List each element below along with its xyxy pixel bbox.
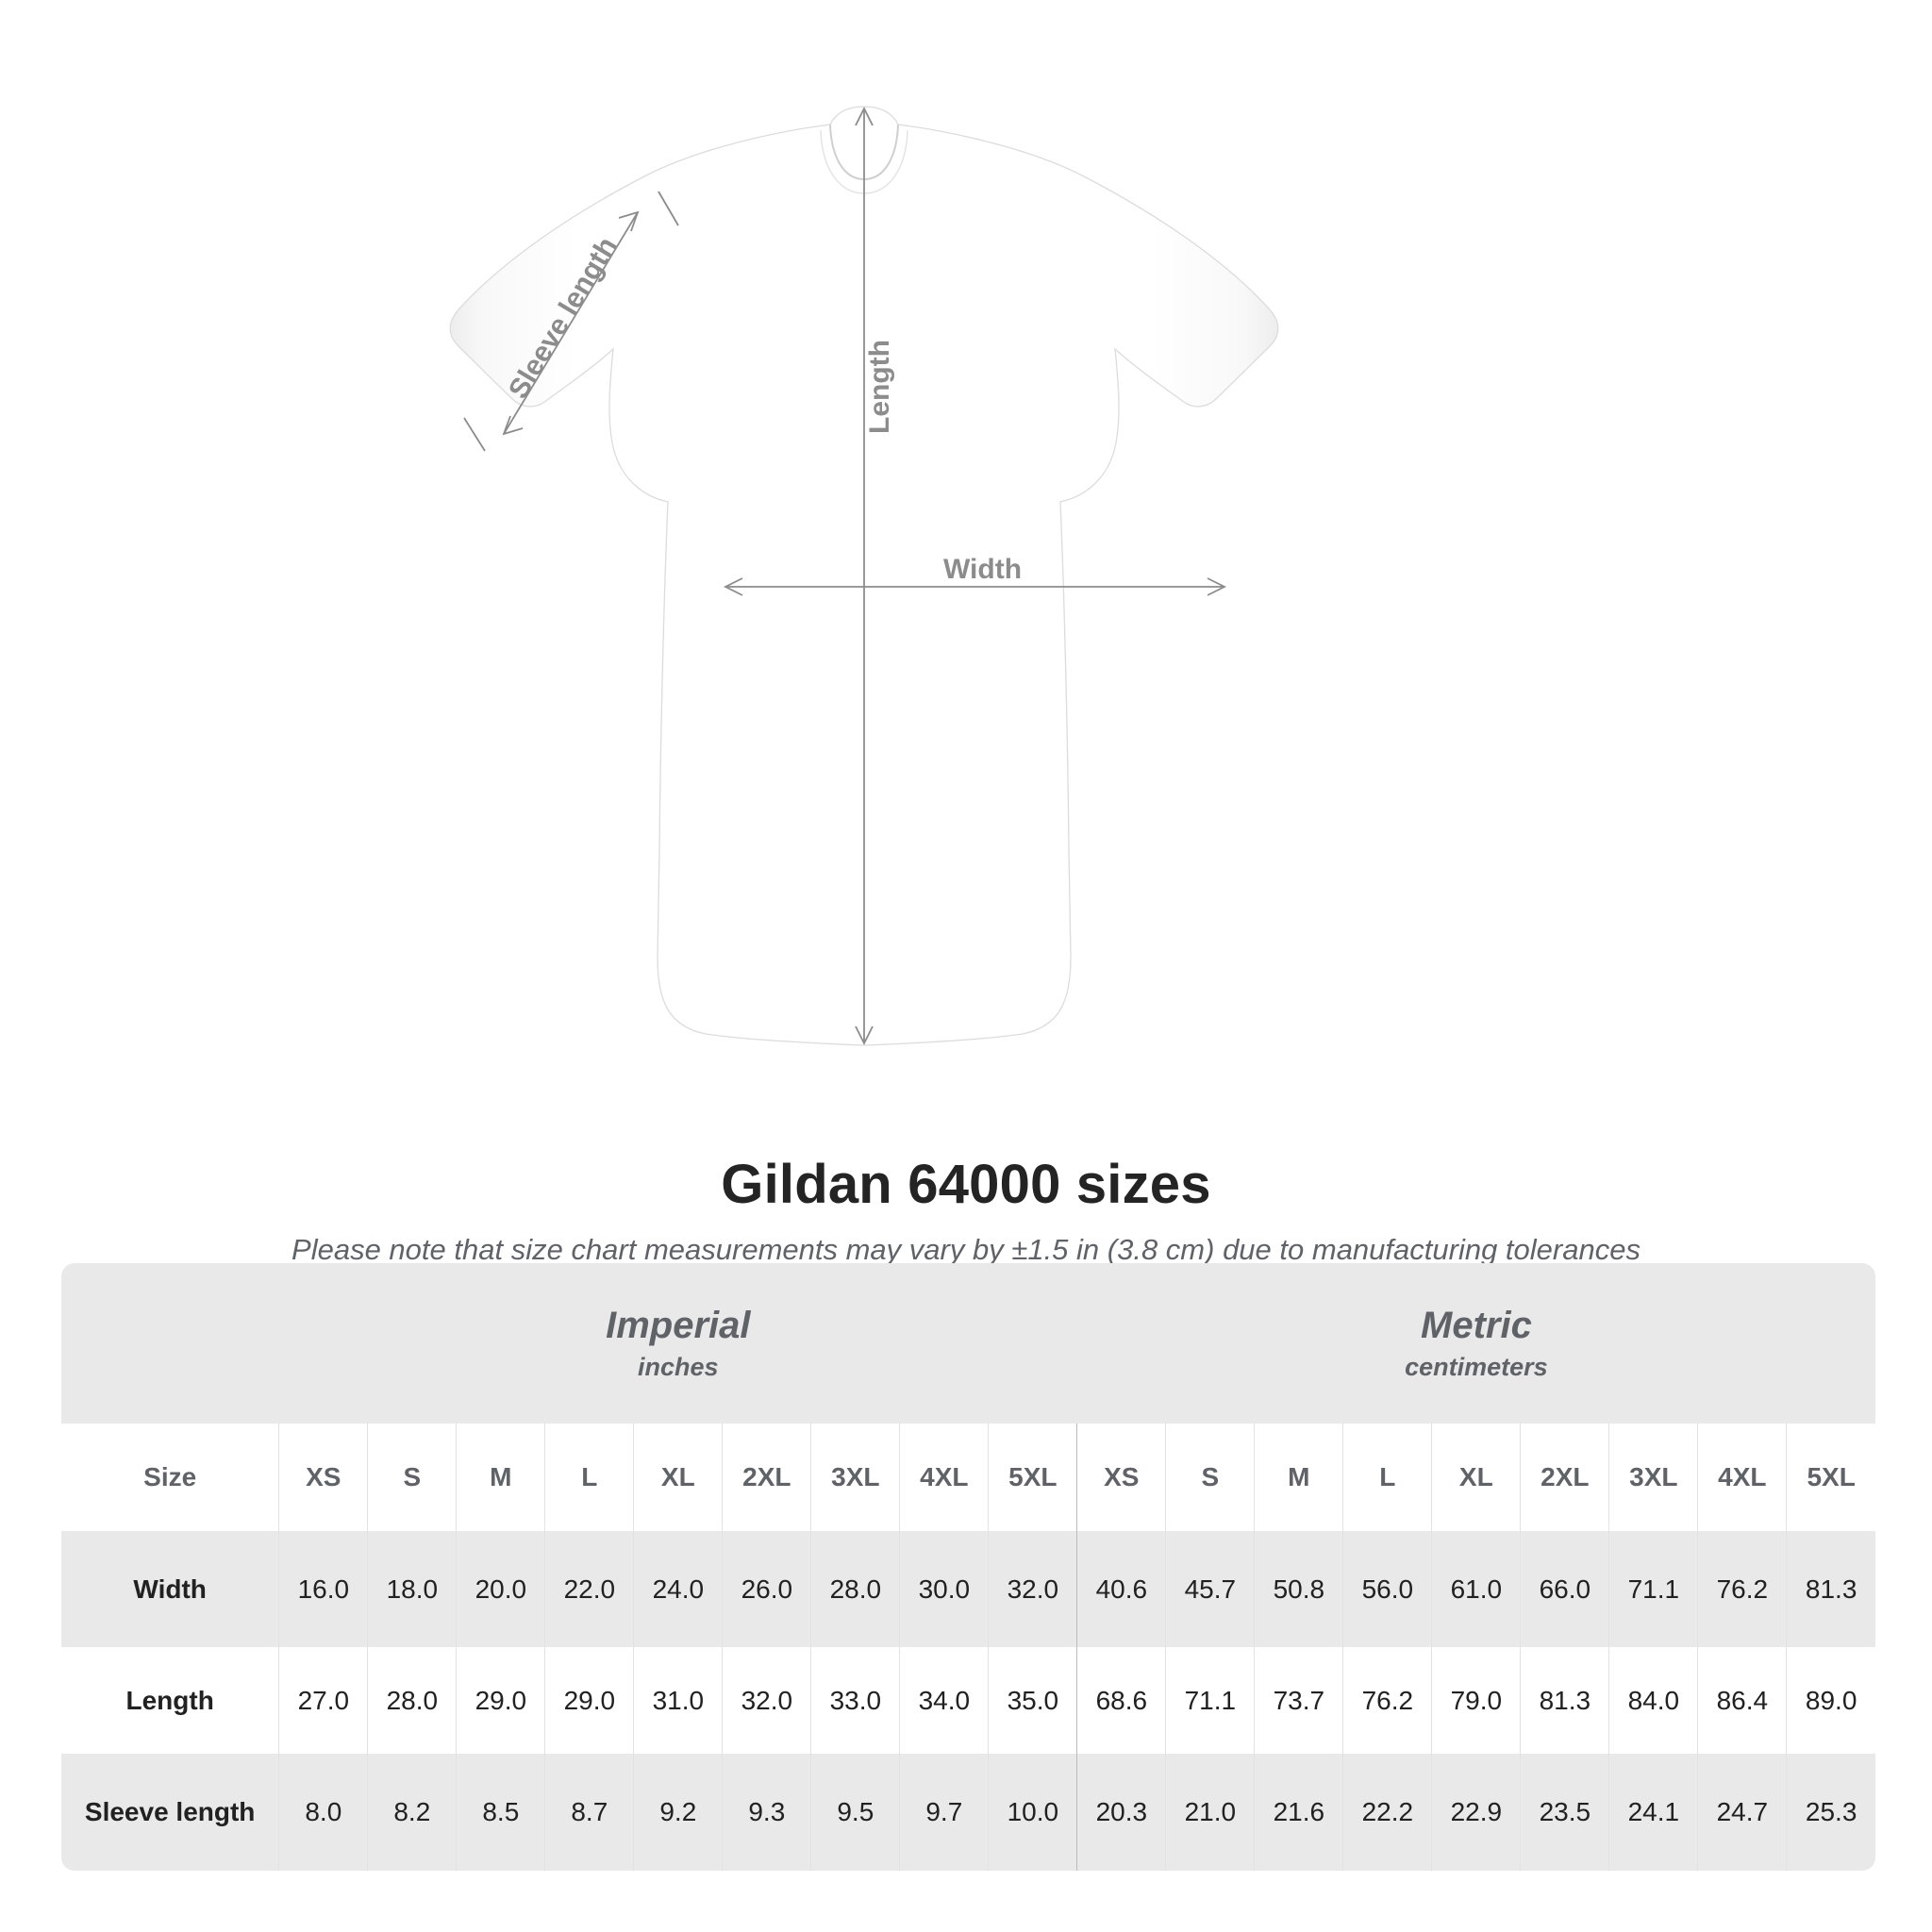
svg-text:Length: Length: [864, 340, 895, 434]
svg-text:Width: Width: [943, 554, 1022, 585]
